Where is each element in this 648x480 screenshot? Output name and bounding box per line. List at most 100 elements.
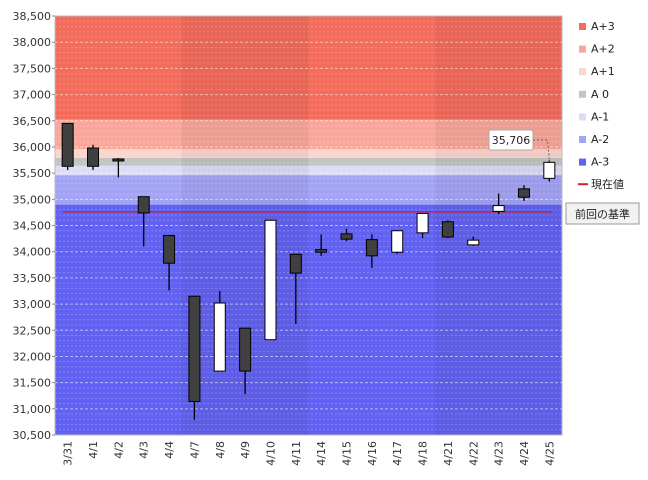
legend-swatch (579, 68, 586, 76)
callout-label: 35,706 (492, 134, 531, 147)
legend: A+3 A+2 A+1 A 0 A-1 A-2 A-3 現在値 (578, 20, 624, 191)
y-tick-label: 38,000 (13, 36, 52, 49)
legend-item-6: A-3 (579, 156, 609, 169)
y-tick-label: 33,500 (13, 272, 52, 285)
y-tick-label: 37,000 (13, 89, 52, 102)
legend-swatch (579, 45, 586, 53)
band-a3-0 (55, 16, 562, 120)
x-tick-label: 4/15 (341, 441, 354, 466)
candle-3-31 (61, 122, 74, 170)
band-a1-4 (55, 165, 562, 176)
candle-4-17 (391, 230, 404, 254)
candle-body-down (188, 295, 201, 402)
price-callout: 35,706 (488, 129, 550, 160)
y-tick-label: 35,000 (13, 193, 52, 206)
candle-4-11 (289, 253, 302, 324)
callout-leader (533, 139, 550, 160)
candle-4-21 (441, 220, 454, 239)
y-tick-label: 36,000 (13, 141, 52, 154)
y-axis: 30,500 31,000 31,500 32,000 32,500 33,000 33,5… (13, 10, 55, 442)
candle-4-25 (543, 160, 556, 182)
x-tick-label: 4/22 (467, 441, 480, 466)
y-tick-label: 38,500 (13, 10, 52, 23)
legend-label: A+1 (591, 65, 615, 78)
y-tick-label: 36,500 (13, 115, 52, 128)
candle-body-down (112, 158, 125, 162)
candle-4-14 (315, 234, 328, 256)
legend-item-1: A+2 (579, 43, 615, 56)
candle-body-down (87, 147, 100, 167)
legend-swatch (579, 23, 586, 30)
x-tick-label: 4/8 (214, 441, 227, 459)
candle-4-10 (264, 219, 277, 341)
previous-basis-annotation: 前回の基準 (565, 202, 640, 225)
candle-4-1 (87, 144, 100, 170)
x-tick-label: 4/11 (290, 441, 303, 466)
y-tick-label: 34,000 (13, 246, 52, 259)
y-tick-label: 31,000 (13, 403, 52, 416)
x-tick-label: 4/1 (87, 441, 100, 459)
candle-body-up (467, 239, 480, 246)
candle-body-up (416, 212, 429, 234)
x-tick-label: 4/23 (493, 441, 506, 466)
x-tick-label: 4/14 (315, 441, 328, 466)
legend-swatch (579, 158, 586, 166)
band-a2-1 (55, 119, 562, 150)
candle-4-8 (213, 290, 226, 372)
candle-body-down (441, 221, 454, 238)
candle-body-down (137, 196, 150, 214)
x-tick-label: 4/18 (417, 441, 430, 466)
candle-body-up (391, 230, 404, 253)
candle-body-up (492, 205, 505, 212)
candle-4-2 (112, 157, 125, 178)
annotation-label: 前回の基準 (575, 207, 630, 221)
legend-label: A-3 (591, 156, 609, 169)
y-tick-label: 32,500 (13, 324, 52, 337)
annotation-box (565, 202, 640, 225)
candle-4-18 (416, 212, 429, 239)
y-tick-label: 30,500 (13, 429, 52, 442)
candle-body-down (340, 233, 353, 240)
candle-body-down (239, 327, 252, 372)
legend-item-0: A+3 (579, 20, 615, 33)
candle-4-9 (239, 327, 252, 395)
legend-swatch (579, 113, 586, 121)
x-tick-label: 4/2 (112, 441, 125, 459)
legend-label: A+2 (591, 43, 615, 56)
candle-4-23 (492, 193, 505, 214)
candle-4-24 (517, 185, 530, 201)
x-tick-label: 4/10 (264, 441, 277, 466)
legend-label: A 0 (591, 88, 609, 101)
legend-swatch (579, 90, 586, 98)
candle-body-down (61, 122, 74, 167)
y-tick-label: 34,500 (13, 220, 52, 233)
x-tick-label: 4/21 (442, 441, 455, 466)
candle-body-down (163, 234, 176, 264)
x-tick-label: 4/4 (163, 441, 176, 459)
candle-4-22 (467, 236, 480, 246)
candle-4-7 (188, 295, 201, 420)
legend-item-3: A 0 (579, 88, 609, 101)
legend-item-2: A+1 (579, 65, 615, 78)
y-tick-label: 31,500 (13, 377, 52, 390)
candle-body-down (315, 249, 328, 253)
y-tick-label: 37,500 (13, 62, 52, 75)
legend-label: A-1 (591, 110, 609, 123)
y-tick-label: 35,500 (13, 167, 52, 180)
legend-item-current-value: 現在値 (578, 178, 624, 191)
x-tick-label: 4/25 (543, 441, 556, 466)
legend-swatch (579, 136, 586, 143)
candle-4-3 (137, 196, 150, 247)
y-tick-label: 33,000 (13, 298, 52, 311)
x-axis: 3/31 4/1 4/2 4/3 4/4 4/7 4/8 4/9 4/10 4/11 4/14 4/1… (62, 441, 557, 466)
legend-label: 現在値 (591, 178, 624, 191)
x-tick-label: 4/17 (391, 441, 404, 466)
legend-item-5: A-2 (579, 133, 609, 146)
candle-4-15 (340, 228, 353, 242)
x-tick-label: 4/7 (188, 441, 201, 459)
x-tick-label: 3/31 (62, 441, 75, 466)
band-a0-3 (55, 157, 562, 166)
candle-body-up (264, 219, 277, 341)
candle-body-down (289, 253, 302, 274)
